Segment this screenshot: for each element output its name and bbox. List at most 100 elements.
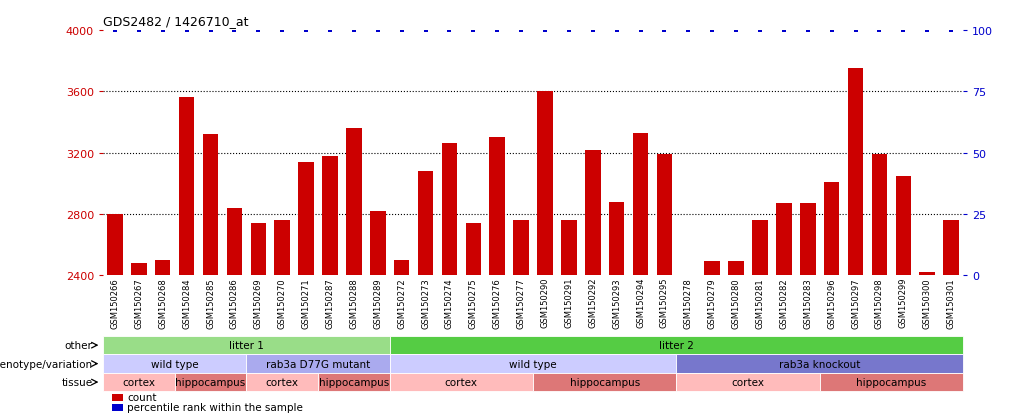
Text: GSM150282: GSM150282	[780, 277, 788, 328]
Text: litter 2: litter 2	[659, 340, 694, 350]
Bar	[393, 260, 409, 413]
Text: hippocampus: hippocampus	[856, 377, 927, 387]
Text: GSM150267: GSM150267	[134, 277, 143, 328]
Bar	[318, 373, 389, 392]
Bar	[920, 273, 935, 413]
Bar	[561, 221, 577, 413]
Text: rab3a D77G mutant: rab3a D77G mutant	[266, 359, 370, 369]
Bar	[246, 354, 389, 373]
Point	[609, 28, 625, 34]
Point	[728, 28, 745, 34]
Bar	[585, 150, 600, 413]
Text: rab3a knockout: rab3a knockout	[779, 359, 860, 369]
Point	[632, 28, 649, 34]
Text: wild type: wild type	[150, 359, 199, 369]
Bar	[154, 260, 171, 413]
Point	[489, 28, 506, 34]
Text: GSM150290: GSM150290	[541, 277, 549, 328]
Bar	[871, 155, 887, 413]
Point	[441, 28, 457, 34]
Bar	[175, 373, 246, 392]
Text: cortex: cortex	[123, 377, 156, 387]
Bar	[705, 262, 720, 413]
Bar	[677, 373, 820, 392]
Bar	[534, 373, 677, 392]
Bar	[418, 171, 434, 413]
Point	[703, 28, 720, 34]
Bar	[299, 162, 314, 413]
Point	[346, 28, 363, 34]
Text: GSM150268: GSM150268	[159, 277, 167, 328]
Text: GSM150300: GSM150300	[923, 277, 932, 328]
Bar	[513, 221, 528, 413]
Text: cortex: cortex	[445, 377, 478, 387]
Bar	[824, 182, 839, 413]
Text: GSM150288: GSM150288	[349, 277, 358, 328]
Point	[227, 28, 243, 34]
Bar	[632, 133, 648, 413]
Point	[560, 28, 577, 34]
Text: cortex: cortex	[731, 377, 764, 387]
Bar	[346, 129, 362, 413]
Text: GSM150285: GSM150285	[206, 277, 215, 328]
Bar	[677, 354, 963, 373]
Text: GSM150292: GSM150292	[588, 277, 597, 328]
Text: GSM150274: GSM150274	[445, 277, 454, 328]
Point	[131, 28, 147, 34]
Point	[466, 28, 482, 34]
Text: cortex: cortex	[266, 377, 299, 387]
Bar	[681, 275, 696, 413]
Bar	[466, 223, 481, 413]
Point	[799, 28, 816, 34]
Text: GSM150295: GSM150295	[660, 277, 668, 328]
Point	[895, 28, 912, 34]
Text: GSM150269: GSM150269	[253, 277, 263, 328]
Bar	[538, 92, 553, 413]
Text: GSM150284: GSM150284	[182, 277, 192, 328]
Bar	[389, 354, 677, 373]
Text: GSM150272: GSM150272	[398, 277, 406, 328]
Text: GSM150291: GSM150291	[564, 277, 574, 328]
Point	[848, 28, 864, 34]
Bar	[103, 354, 246, 373]
Bar	[820, 373, 963, 392]
Text: GSM150277: GSM150277	[517, 277, 525, 328]
Point	[178, 28, 195, 34]
Bar	[103, 373, 175, 392]
Bar	[657, 155, 673, 413]
Text: GSM150293: GSM150293	[612, 277, 621, 328]
Point	[537, 28, 553, 34]
Point	[154, 28, 171, 34]
Point	[274, 28, 290, 34]
Text: other: other	[65, 340, 93, 350]
Bar	[179, 98, 195, 413]
Text: GSM150296: GSM150296	[827, 277, 836, 328]
Text: GDS2482 / 1426710_at: GDS2482 / 1426710_at	[103, 15, 248, 28]
Text: GSM150270: GSM150270	[278, 277, 286, 328]
Text: GSM150294: GSM150294	[637, 277, 645, 328]
Text: GSM150286: GSM150286	[230, 277, 239, 328]
Point	[393, 28, 410, 34]
Text: GSM150287: GSM150287	[325, 277, 335, 328]
Point	[752, 28, 768, 34]
Text: GSM150280: GSM150280	[731, 277, 741, 328]
Text: litter 1: litter 1	[229, 340, 264, 350]
Text: GSM150276: GSM150276	[492, 277, 502, 328]
Bar	[848, 69, 863, 413]
Bar	[389, 373, 534, 392]
Text: GSM150275: GSM150275	[469, 277, 478, 328]
Bar	[895, 176, 912, 413]
Point	[250, 28, 267, 34]
Bar	[322, 156, 338, 413]
Point	[656, 28, 673, 34]
Point	[417, 28, 434, 34]
Bar	[777, 204, 792, 413]
Bar	[800, 204, 816, 413]
Text: GSM150297: GSM150297	[851, 277, 860, 328]
Bar	[103, 336, 389, 354]
Text: GSM150298: GSM150298	[874, 277, 884, 328]
Text: GSM150283: GSM150283	[803, 277, 813, 328]
Text: wild type: wild type	[509, 359, 557, 369]
Point	[823, 28, 839, 34]
Text: hippocampus: hippocampus	[570, 377, 640, 387]
